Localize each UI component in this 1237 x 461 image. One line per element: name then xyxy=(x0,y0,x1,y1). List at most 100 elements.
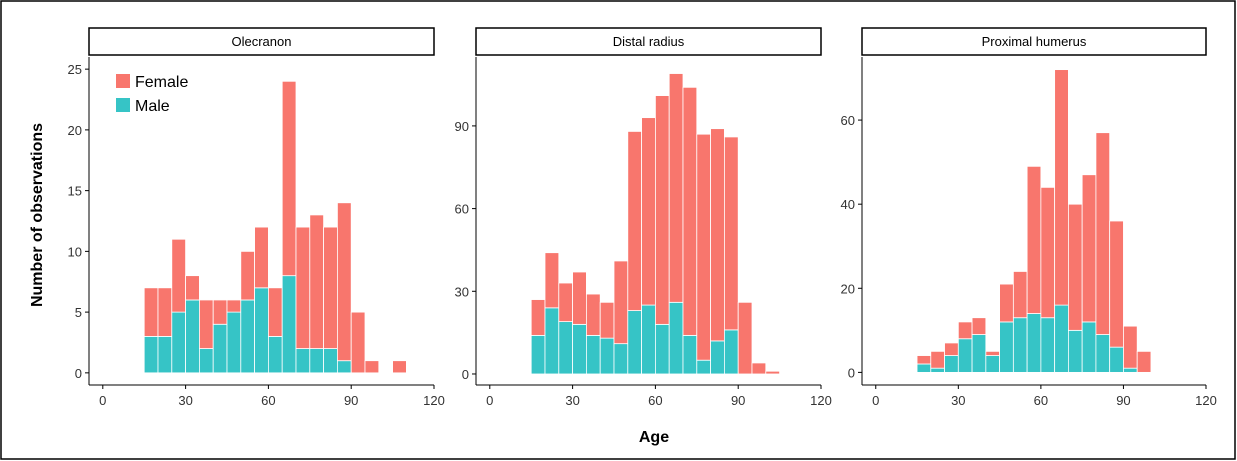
bar-male xyxy=(944,355,959,373)
bar-male xyxy=(267,336,283,374)
bar-male xyxy=(957,338,973,373)
facet-title: Proximal humerus xyxy=(982,34,1087,49)
bar-female xyxy=(586,293,601,336)
bar-female xyxy=(185,275,200,301)
bar-female xyxy=(944,342,959,356)
panel-olecranon: Olecranon 0 5 10 15 20 25 0 30 60 90 120 xyxy=(68,27,445,408)
bar-female xyxy=(281,80,297,277)
bar-male xyxy=(309,348,324,374)
legend-label-female: Female xyxy=(135,74,188,91)
bar-male xyxy=(971,334,987,373)
bar-male xyxy=(185,299,200,374)
y-tick-label: 0 xyxy=(462,367,469,382)
bar-male xyxy=(916,363,932,373)
legend-swatch-female xyxy=(116,74,130,88)
bar-female xyxy=(668,73,684,303)
x-tick-label: 0 xyxy=(872,393,879,408)
y-tick-label: 60 xyxy=(841,113,855,128)
facet-title: Distal radius xyxy=(613,34,685,49)
bar-female xyxy=(737,301,753,375)
bar-female xyxy=(350,311,366,374)
bar-male xyxy=(1012,317,1028,373)
bar-female xyxy=(364,360,380,374)
bar-male xyxy=(999,321,1014,373)
bar-male xyxy=(143,336,159,374)
bar-female xyxy=(1040,186,1056,319)
bar-male xyxy=(295,348,311,374)
bar-female xyxy=(599,301,615,339)
bar-female xyxy=(1081,174,1097,323)
bar-male xyxy=(682,334,698,375)
legend-swatch-male xyxy=(116,98,130,112)
bar-female xyxy=(1012,271,1028,319)
x-tick-label: 60 xyxy=(648,393,662,408)
bar-female xyxy=(696,133,711,361)
y-tick-label: 90 xyxy=(455,119,469,134)
bar-female xyxy=(198,299,214,349)
bar-male xyxy=(336,360,352,374)
bar-male xyxy=(1040,317,1056,373)
bar-female xyxy=(323,226,338,349)
bar-male xyxy=(1081,321,1097,373)
y-tick-label: 10 xyxy=(68,244,82,259)
bar-male xyxy=(171,311,187,374)
bar-female xyxy=(641,117,656,306)
bar-female xyxy=(544,252,560,309)
x-tick-label: 90 xyxy=(731,393,745,408)
bar-female xyxy=(254,226,269,289)
bar-male xyxy=(668,301,684,375)
bar-male xyxy=(613,343,629,375)
panel-distal-radius: Distal radius 0 30 60 90 0 30 60 90 120 xyxy=(455,27,832,408)
bar-male xyxy=(724,329,739,375)
x-tick-label: 120 xyxy=(423,393,445,408)
bar-male xyxy=(627,310,642,375)
bar-male xyxy=(599,337,615,375)
legend: Female Male xyxy=(116,74,188,115)
bar-male xyxy=(198,348,214,374)
bar-female xyxy=(930,350,945,369)
bar-female xyxy=(392,360,407,374)
bar-female xyxy=(240,250,256,301)
bar-male xyxy=(1026,313,1042,373)
bar-female xyxy=(267,287,283,337)
bar-female xyxy=(999,283,1014,323)
bar-male xyxy=(240,299,256,374)
y-tick-label: 5 xyxy=(75,305,82,320)
bar-male xyxy=(710,340,725,375)
bar-female xyxy=(1136,350,1152,373)
x-tick-label: 30 xyxy=(178,393,192,408)
bar-female xyxy=(530,299,546,336)
bar-female xyxy=(655,95,670,325)
bar-female xyxy=(171,238,187,313)
bar-female xyxy=(157,287,173,337)
y-tick-label: 20 xyxy=(68,123,82,138)
bar-female xyxy=(1054,69,1069,306)
bar-female xyxy=(1095,132,1111,335)
x-tick-label: 90 xyxy=(1116,393,1130,408)
bar-male xyxy=(558,321,573,375)
bar-female xyxy=(1026,165,1042,314)
bar-female xyxy=(1068,203,1083,331)
bar-male xyxy=(586,334,601,375)
bar-male xyxy=(323,348,338,374)
bar-male xyxy=(572,323,587,375)
panel-proximal-humerus: Proximal humerus 0 20 40 60 0 30 60 90 120 xyxy=(841,27,1217,408)
y-tick-label: 0 xyxy=(848,365,855,380)
y-tick-label: 40 xyxy=(841,197,855,212)
bar-male xyxy=(1109,346,1124,373)
bar-male xyxy=(281,275,297,374)
bar-male xyxy=(1054,304,1069,373)
bar-female xyxy=(957,321,973,340)
bar-male xyxy=(1068,329,1083,373)
x-tick-label: 60 xyxy=(1034,393,1048,408)
bar-male xyxy=(1095,334,1111,373)
bar-female xyxy=(572,271,587,325)
facet-strip xyxy=(861,27,1207,56)
y-tick-label: 30 xyxy=(455,284,469,299)
bar-female xyxy=(916,355,932,365)
x-tick-label: 90 xyxy=(344,393,358,408)
bar-female xyxy=(295,226,311,349)
y-tick-label: 25 xyxy=(68,62,82,77)
